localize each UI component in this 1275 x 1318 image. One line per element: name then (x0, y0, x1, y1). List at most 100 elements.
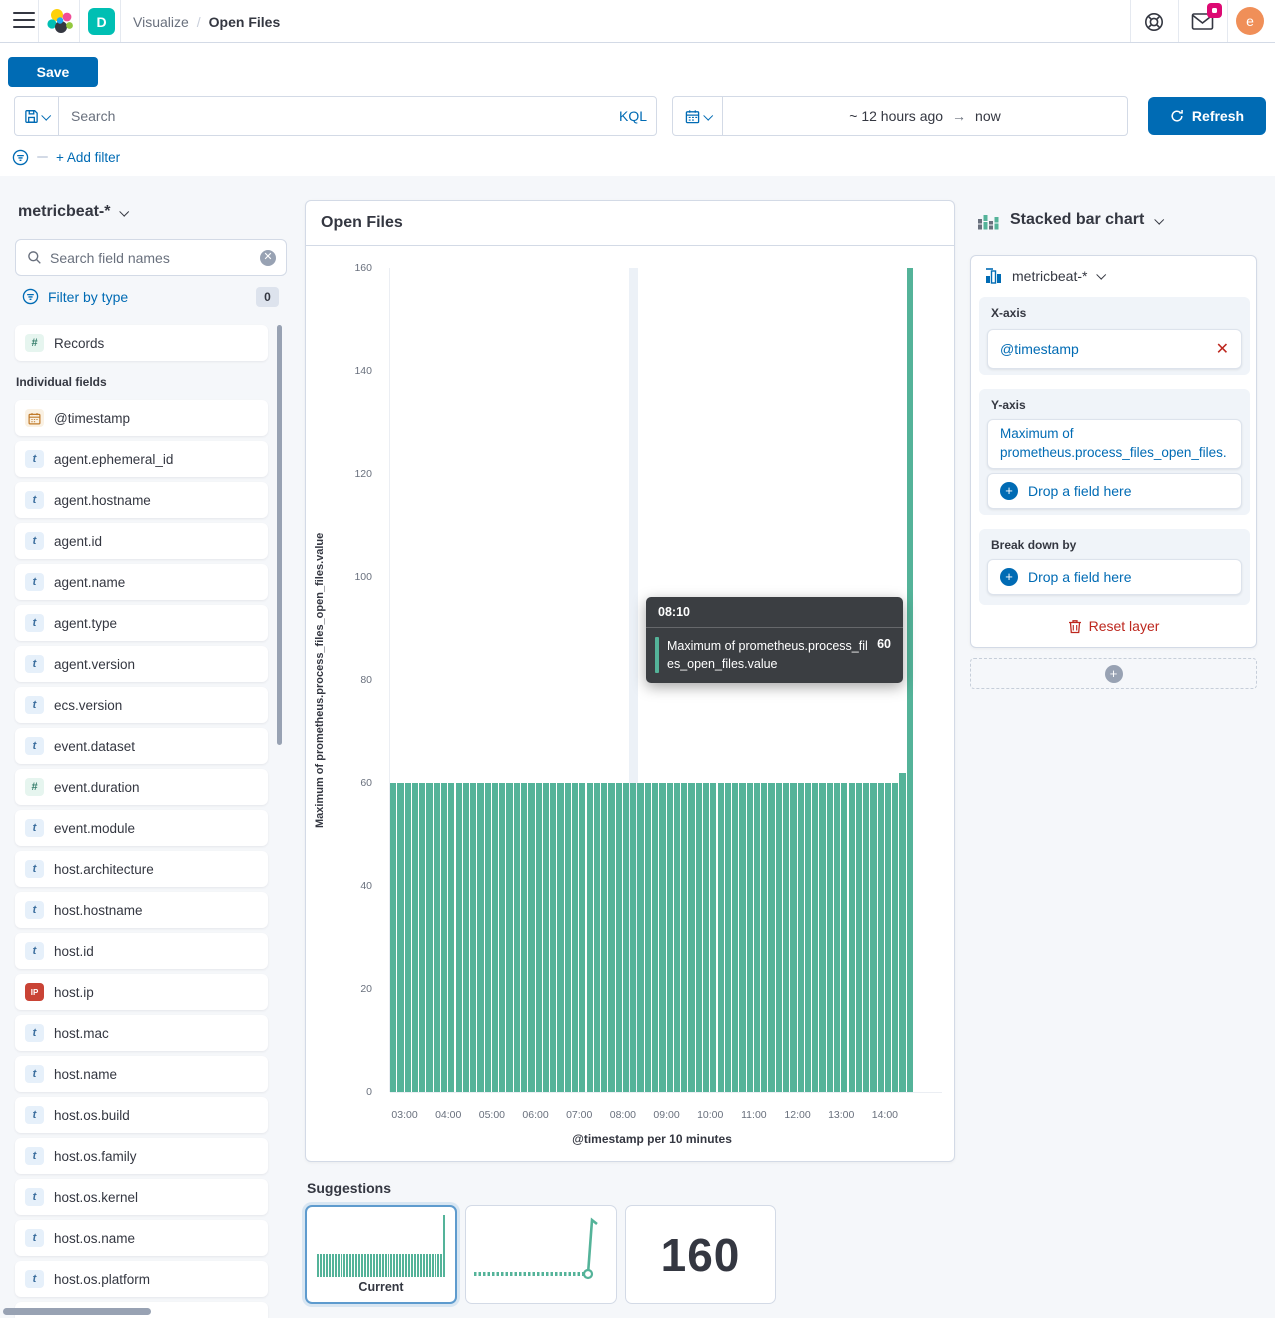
field-search-input[interactable] (42, 249, 260, 266)
bar[interactable] (833, 783, 841, 1092)
horizontal-scrollbar[interactable] (3, 1308, 151, 1315)
field-item[interactable]: t agent.version (15, 646, 268, 682)
time-range-from[interactable]: ~ 12 hours ago (849, 108, 944, 124)
field-item[interactable]: IP host.ip (15, 974, 268, 1010)
bar[interactable] (484, 783, 491, 1092)
bar[interactable] (499, 783, 506, 1092)
bar[interactable] (768, 783, 775, 1092)
bar[interactable] (659, 783, 666, 1092)
chart-type-switcher[interactable]: Stacked bar chart (977, 210, 1165, 230)
clear-search-icon[interactable]: ✕ (260, 249, 276, 266)
bar[interactable] (521, 783, 528, 1092)
space-badge[interactable]: D (88, 8, 115, 35)
bar[interactable] (695, 783, 702, 1092)
bar[interactable] (404, 783, 411, 1092)
field-item[interactable]: t agent.hostname (15, 482, 268, 518)
bar[interactable] (615, 783, 622, 1092)
field-item[interactable]: t host.mac (15, 1015, 268, 1051)
suggestion-line-chart[interactable] (465, 1205, 617, 1304)
bar[interactable] (557, 783, 564, 1092)
field-item[interactable]: @timestamp (15, 400, 268, 436)
bar[interactable] (746, 783, 753, 1092)
bar[interactable] (717, 783, 724, 1092)
bar[interactable] (608, 783, 615, 1092)
bar[interactable] (899, 772, 906, 1092)
add-layer-button[interactable]: + (970, 658, 1257, 689)
bar[interactable] (397, 783, 404, 1092)
field-item[interactable]: t agent.id (15, 523, 268, 559)
field-item[interactable]: t host.hostname (15, 892, 268, 928)
bar[interactable] (542, 783, 550, 1092)
field-item[interactable]: t host.os.name (15, 1220, 268, 1256)
bar[interactable] (848, 783, 855, 1092)
index-pattern-switcher[interactable]: metricbeat-* (18, 203, 130, 221)
bar[interactable] (513, 783, 520, 1092)
bar[interactable] (622, 783, 630, 1092)
bar[interactable] (804, 783, 812, 1092)
bar[interactable] (702, 783, 710, 1092)
bar[interactable] (739, 783, 746, 1092)
field-item[interactable]: t host.name (15, 1056, 268, 1092)
bar[interactable] (491, 783, 499, 1092)
bar[interactable] (637, 783, 644, 1092)
bar[interactable] (644, 783, 651, 1092)
avatar[interactable]: e (1236, 7, 1264, 35)
bar[interactable] (906, 268, 913, 1092)
bar[interactable] (775, 783, 782, 1092)
bar[interactable] (433, 783, 440, 1092)
field-item[interactable]: t agent.type (15, 605, 268, 641)
bar[interactable] (564, 783, 571, 1092)
bar[interactable] (870, 783, 877, 1092)
bar[interactable] (732, 783, 739, 1092)
bar[interactable] (462, 783, 470, 1092)
bar[interactable] (863, 783, 870, 1092)
bar[interactable] (440, 783, 448, 1092)
field-item[interactable]: t event.module (15, 810, 268, 846)
bar[interactable] (528, 783, 535, 1092)
menu-icon[interactable] (13, 12, 35, 30)
bar[interactable] (550, 783, 557, 1092)
records-field[interactable]: # Records (15, 325, 268, 361)
bar[interactable] (448, 783, 455, 1092)
newsfeed-icon[interactable] (1191, 11, 1214, 32)
bar[interactable] (673, 783, 681, 1092)
y-axis-dimension[interactable]: Maximum of prometheus.process_files_open… (987, 419, 1242, 469)
bar[interactable] (630, 783, 637, 1092)
bar[interactable] (724, 783, 732, 1092)
field-item[interactable]: t event.dataset (15, 728, 268, 764)
bar[interactable] (426, 783, 433, 1092)
time-range-to[interactable]: now (975, 108, 1001, 124)
field-item[interactable]: t host.os.kernel (15, 1179, 268, 1215)
bar[interactable] (419, 783, 426, 1092)
bar[interactable] (826, 783, 833, 1092)
remove-dimension-icon[interactable]: ✕ (1215, 341, 1229, 358)
refresh-button[interactable]: Refresh (1148, 97, 1266, 135)
y-axis-drop-field[interactable]: + Drop a field here (987, 473, 1242, 509)
bar[interactable] (710, 783, 717, 1092)
saved-queries-button[interactable] (15, 97, 59, 135)
bar[interactable] (819, 783, 826, 1092)
breadcrumb-visualize[interactable]: Visualize (133, 13, 189, 30)
suggestion-current[interactable]: Current (305, 1205, 457, 1304)
bar[interactable] (477, 783, 484, 1092)
field-item[interactable]: t host.id (15, 933, 268, 969)
break-down-drop-field[interactable]: + Drop a field here (987, 559, 1242, 595)
bar[interactable] (586, 783, 593, 1092)
field-item[interactable]: t host.os.build (15, 1097, 268, 1133)
field-item[interactable]: t host.os.platform (15, 1261, 268, 1297)
bar[interactable] (601, 783, 608, 1092)
field-item[interactable]: t host.os.family (15, 1138, 268, 1174)
bar[interactable] (884, 783, 892, 1092)
bar[interactable] (666, 783, 673, 1092)
time-range-button[interactable]: ~ 12 hours ago → now (723, 97, 1127, 135)
bar[interactable] (535, 783, 542, 1092)
bar[interactable] (681, 783, 688, 1092)
field-item[interactable]: # event.duration (15, 769, 268, 805)
suggestion-metric[interactable]: 160 (625, 1205, 776, 1304)
bar[interactable] (812, 783, 819, 1092)
bar[interactable] (855, 783, 863, 1092)
bar[interactable] (506, 783, 513, 1092)
bar[interactable] (593, 783, 601, 1092)
help-icon[interactable] (1142, 10, 1166, 34)
field-item[interactable]: t host.architecture (15, 851, 268, 887)
